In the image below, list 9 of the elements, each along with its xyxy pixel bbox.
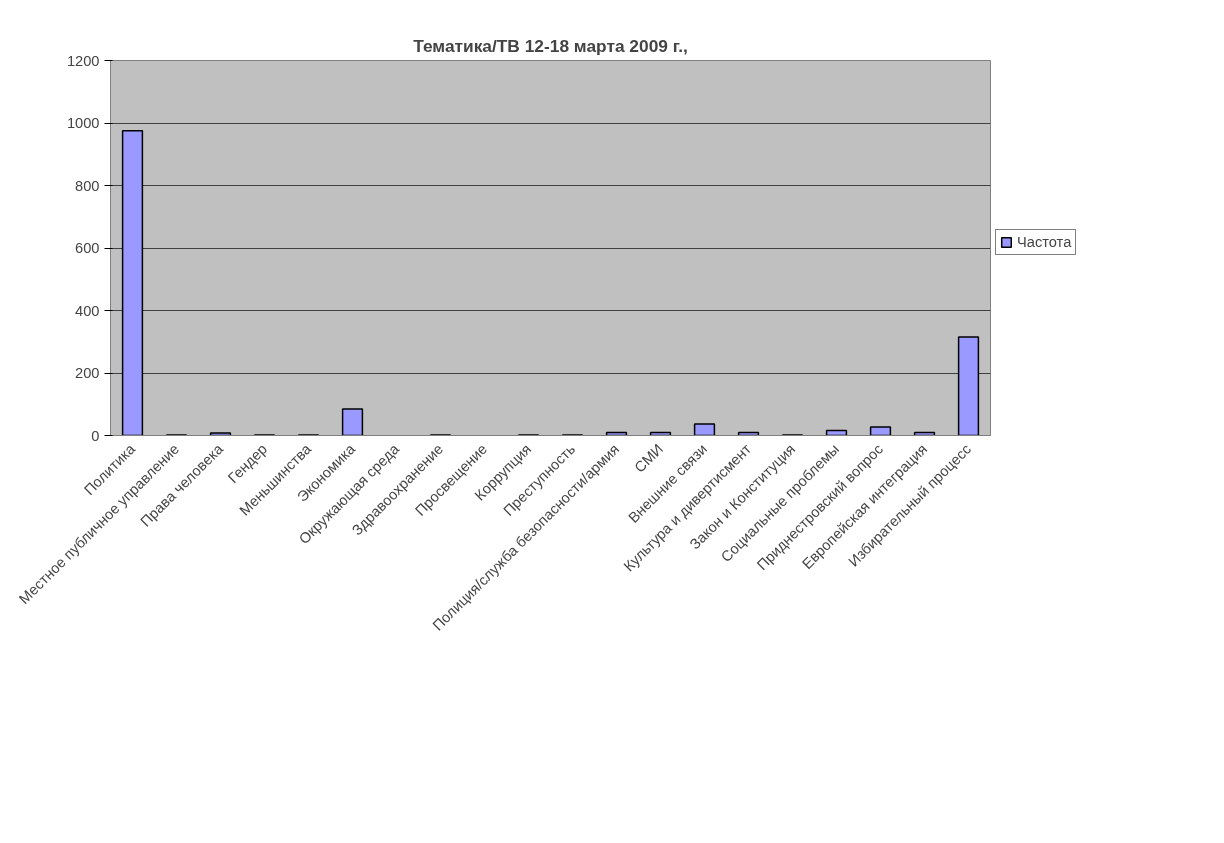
y-tick-label: 1200 — [66, 52, 100, 69]
y-tick-label: 800 — [75, 177, 100, 194]
legend-label: Частота — [1017, 234, 1072, 250]
y-tick-label: 1000 — [66, 115, 100, 131]
y-tick-label: 200 — [75, 365, 100, 381]
y-tick-label: 400 — [75, 302, 100, 319]
chart-title: Тематика/ТВ 12-18 марта 2009 г., — [413, 35, 688, 56]
y-tick-label: 0 — [91, 427, 100, 444]
y-tick-label: 600 — [75, 240, 100, 256]
